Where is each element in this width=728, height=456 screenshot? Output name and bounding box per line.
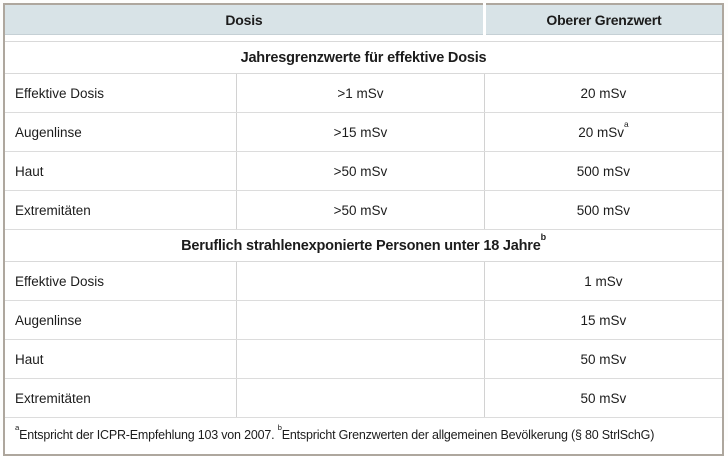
table-row: Extremitäten 50 mSv (4, 378, 723, 418)
footnote-row: aEntspricht der ICPR-Empfehlung 103 von … (4, 418, 723, 456)
table-row: Haut >50 mSv 500 mSv (4, 151, 723, 191)
limit-text: 500 mSv (576, 202, 631, 218)
row-limit-value: 1 mSv (484, 261, 723, 301)
footnote-text-a: Entspricht der ICPR-Empfehlung 103 von 2… (19, 428, 278, 442)
limit-text: 500 mSv (576, 163, 631, 179)
section-title-beruflich: Beruflich strahlenexponierte Personen un… (4, 229, 723, 262)
row-trigger-value: >15 mSv (236, 112, 485, 152)
row-trigger-value (236, 261, 485, 301)
row-label: Extremitäten (4, 378, 238, 418)
row-limit-value: 500 mSv (484, 151, 723, 191)
footnote-text-b: Entspricht Grenzwerten der allgemeinen B… (281, 428, 655, 442)
section-title-superscript: b (540, 231, 547, 242)
limit-text: 20 mSv (580, 85, 627, 101)
row-trigger-value: >50 mSv (236, 190, 485, 230)
row-trigger-value: >1 mSv (236, 73, 485, 113)
section-title-text: Beruflich strahlenexponierte Personen un… (181, 237, 541, 254)
row-label: Augenlinse (4, 300, 238, 340)
table-row: Extremitäten >50 mSv 500 mSv (4, 190, 723, 230)
row-label: Extremitäten (4, 190, 238, 230)
limit-text: 50 mSv (580, 390, 627, 406)
section-title-text: Jahresgrenzwerte für effektive Dosis (240, 49, 487, 66)
table-row: Effektive Dosis >1 mSv 20 mSv (4, 73, 723, 113)
row-limit-value: 50 mSv (484, 378, 723, 418)
footnote: aEntspricht der ICPR-Empfehlung 103 von … (4, 418, 723, 456)
row-label: Haut (4, 339, 238, 379)
header-spacer (4, 34, 723, 42)
limit-text: 15 mSv (580, 312, 627, 328)
dose-limits-table: Dosis Oberer Grenzwert Jahresgrenzwerte … (3, 3, 724, 456)
limit-text: 1 mSv (584, 273, 623, 289)
row-label: Augenlinse (4, 112, 238, 152)
row-label: Haut (4, 151, 238, 191)
row-limit-value: 50 mSv (484, 339, 723, 379)
row-limit-value: 15 mSv (484, 300, 723, 340)
table-header-row: Dosis Oberer Grenzwert (4, 4, 723, 35)
table-row: Augenlinse 15 mSv (4, 300, 723, 340)
section-title-jahresgrenzwerte: Jahresgrenzwerte für effektive Dosis (4, 41, 723, 74)
row-trigger-value (236, 378, 485, 418)
column-header-dosis: Dosis (4, 4, 486, 35)
table-row: Effektive Dosis 1 mSv (4, 261, 723, 301)
page: Dosis Oberer Grenzwert Jahresgrenzwerte … (3, 3, 724, 456)
footnote-marker-b: b (277, 423, 282, 433)
table-row: Augenlinse >15 mSv 20 mSva (4, 112, 723, 152)
row-trigger-value (236, 339, 485, 379)
row-trigger-value: >50 mSv (236, 151, 485, 191)
row-limit-value: 20 mSva (484, 112, 723, 152)
row-limit-value: 500 mSv (484, 190, 723, 230)
footnote-marker-a: a (15, 423, 20, 433)
limit-superscript: a (623, 119, 629, 130)
row-label: Effektive Dosis (4, 261, 238, 301)
limit-text: 20 mSv (578, 124, 624, 140)
section-header-row: Beruflich strahlenexponierte Personen un… (4, 229, 723, 262)
table-row: Haut 50 mSv (4, 339, 723, 379)
row-label: Effektive Dosis (4, 73, 238, 113)
limit-text: 50 mSv (580, 351, 627, 367)
column-header-oberer-grenzwert: Oberer Grenzwert (484, 4, 723, 35)
section-header-row: Jahresgrenzwerte für effektive Dosis (4, 41, 723, 74)
row-trigger-value (236, 300, 485, 340)
header-spacer-row (4, 34, 723, 42)
row-limit-value: 20 mSv (484, 73, 723, 113)
